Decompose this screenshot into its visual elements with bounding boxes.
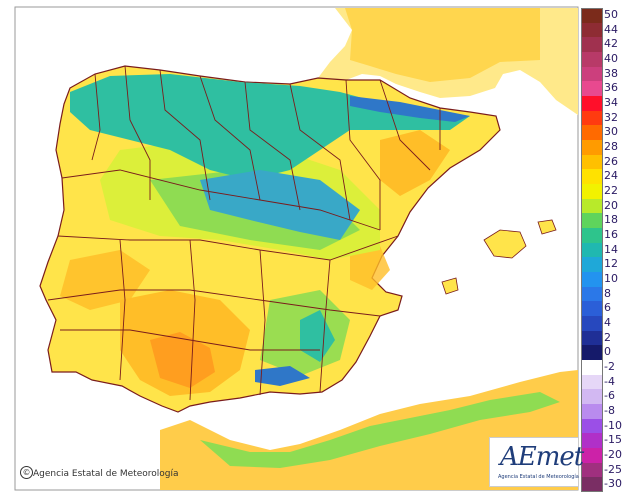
- legend-label: 16: [604, 228, 618, 241]
- legend-label: 24: [604, 169, 618, 183]
- aemet-logo: AEmet Agencia Estatal de Meteorología: [489, 437, 584, 487]
- province-borders: [47, 65, 441, 401]
- legend-label: -15: [604, 433, 622, 447]
- legend-swatch: [581, 286, 603, 302]
- cool-southeast-mountains: [300, 310, 335, 362]
- legend-label: -25: [604, 462, 622, 476]
- cold-sierra-nevada: [255, 366, 310, 386]
- legend-label: 0: [604, 345, 611, 359]
- legend-swatch: [581, 8, 603, 24]
- logo-subtitle: Agencia Estatal de Meteorología: [498, 474, 579, 480]
- legend-label: 4: [604, 316, 611, 329]
- legend-swatch: [581, 213, 603, 229]
- legend-label: 44: [604, 22, 618, 36]
- legend-label: 6: [604, 301, 611, 315]
- legend-border: [581, 8, 603, 492]
- legend-swatch: [581, 125, 603, 141]
- warm-east: [350, 246, 390, 290]
- legend-label: 28: [604, 140, 618, 153]
- mallorca: [483, 229, 527, 259]
- legend-label: 14: [604, 242, 618, 256]
- legend-label: 26: [604, 154, 618, 168]
- legend-swatch: [581, 154, 603, 170]
- legend-swatch: [581, 52, 603, 68]
- legend-label: 42: [604, 37, 618, 51]
- legend-swatch: [581, 389, 603, 405]
- legend-swatch: [581, 257, 603, 273]
- legend-label: 36: [604, 81, 618, 95]
- legend-swatch: [581, 66, 603, 82]
- legend-label: 2: [604, 330, 611, 344]
- legend-label: 22: [604, 184, 618, 197]
- copyright-icon: ©: [20, 466, 33, 479]
- legend-swatch: [581, 316, 603, 332]
- legend-label: 50: [604, 8, 618, 21]
- legend-swatch: [581, 272, 603, 288]
- legend-swatch: [581, 22, 603, 38]
- legend-swatch: [581, 301, 603, 317]
- credit-text: Agencia Estatal de Meteorología: [33, 469, 179, 479]
- legend-swatch: [581, 184, 603, 200]
- legend-swatch: [581, 228, 603, 244]
- legend-swatch: [581, 433, 603, 449]
- legend-label: -20: [604, 448, 622, 461]
- legend-swatch: [581, 404, 603, 420]
- legend-label: 8: [604, 286, 611, 300]
- legend-swatch: [581, 96, 603, 112]
- legend-label: -10: [604, 418, 622, 432]
- logo-text: AEmet: [500, 442, 584, 472]
- legend-label: -8: [604, 404, 615, 417]
- legend-label: 40: [604, 52, 618, 65]
- legend-label: 34: [604, 96, 618, 109]
- legend-swatch: [581, 374, 603, 390]
- legend-swatch: [581, 110, 603, 126]
- legend-label: 20: [604, 198, 618, 212]
- legend-swatch: [581, 140, 603, 156]
- ibiza: [441, 277, 459, 295]
- legend-swatch: [581, 418, 603, 434]
- legend-swatch: [581, 81, 603, 97]
- legend-label: 30: [604, 125, 618, 139]
- legend-label: 10: [604, 272, 618, 285]
- legend-swatch: [581, 477, 603, 493]
- legend-swatch: [581, 330, 603, 346]
- legend-swatch: [581, 37, 603, 53]
- legend-swatch: [581, 345, 603, 361]
- france-inner: [345, 8, 540, 82]
- legend-label: 18: [604, 213, 618, 227]
- legend-swatch: [581, 360, 603, 376]
- menorca: [537, 219, 557, 235]
- legend-swatch: [581, 448, 603, 464]
- legend-swatch: [581, 242, 603, 258]
- legend-label: 32: [604, 110, 618, 124]
- africa-mountains: [200, 392, 560, 468]
- legend-label: -2: [604, 360, 615, 373]
- legend-swatch: [581, 198, 603, 214]
- legend-swatch: [581, 462, 603, 478]
- warm-ebro: [380, 130, 450, 196]
- legend-label: -4: [604, 374, 615, 388]
- cool-iberico: [200, 170, 360, 240]
- legend-swatch: [581, 169, 603, 185]
- legend: [581, 8, 603, 493]
- hot-guadalquivir: [150, 332, 215, 388]
- legend-label: 12: [604, 257, 618, 271]
- legend-label: -30: [604, 477, 622, 491]
- legend-label: 38: [604, 66, 618, 80]
- legend-label: -6: [604, 389, 615, 403]
